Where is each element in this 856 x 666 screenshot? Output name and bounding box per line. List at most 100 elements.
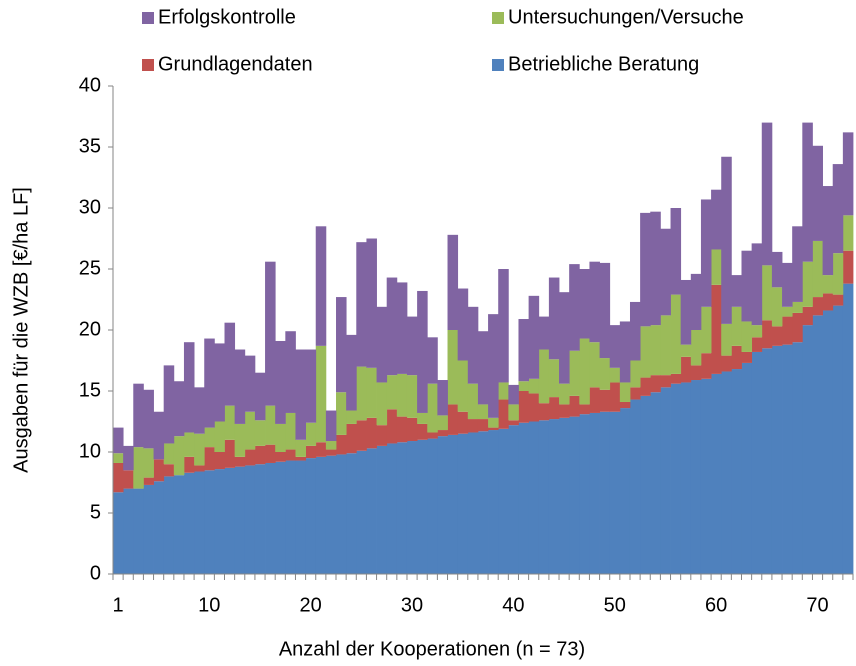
- bar-segment: [457, 411, 469, 434]
- bar-segment: [761, 320, 773, 349]
- bar-segment: [123, 488, 134, 574]
- bar-segment: [133, 447, 144, 489]
- bar-segment: [467, 432, 479, 574]
- bar-segment: [548, 419, 560, 574]
- bar-segment: [700, 199, 712, 307]
- bar-segment: [447, 434, 459, 574]
- bar-segment: [589, 412, 600, 574]
- bar-segment: [731, 275, 742, 307]
- bar-segment: [295, 456, 307, 461]
- bar-segment: [376, 425, 388, 446]
- bar-segment: [670, 208, 682, 295]
- bar-segment: [680, 356, 692, 383]
- bar-segment: [640, 212, 651, 327]
- bar-segment: [802, 306, 813, 326]
- bar-segment: [508, 425, 519, 574]
- bar-segment: [113, 427, 124, 454]
- bar-segment: [325, 410, 337, 442]
- x-tick-label: 40: [502, 594, 524, 616]
- bar-segment: [660, 228, 671, 316]
- bar-segment: [376, 382, 388, 426]
- bar-segment: [396, 373, 408, 417]
- bar-segment: [275, 423, 286, 452]
- bar-segment: [295, 349, 307, 440]
- bar-segment: [832, 253, 844, 295]
- bar-segment: [194, 433, 205, 466]
- bar-segment: [599, 358, 611, 390]
- bar-segment: [538, 403, 550, 421]
- x-tick-label: 60: [705, 594, 727, 616]
- bar-segment: [721, 371, 732, 574]
- bar-segment: [143, 389, 154, 449]
- y-tick-label: 20: [79, 318, 101, 340]
- bar-segment: [589, 387, 600, 413]
- bar-segment: [457, 288, 469, 361]
- bar-segment: [842, 283, 854, 574]
- bar-segment: [559, 417, 570, 574]
- bar-segment: [822, 275, 834, 294]
- bar-segment: [133, 383, 144, 448]
- bar-segment: [376, 445, 388, 574]
- bar-segment: [690, 365, 702, 381]
- bar-segment: [741, 351, 753, 363]
- x-tick-label: 10: [198, 594, 220, 616]
- bar-segment: [538, 349, 550, 404]
- bar-segment: [842, 132, 854, 216]
- bar-segment: [771, 287, 783, 327]
- bar-segment: [427, 383, 438, 433]
- bar-segment: [153, 459, 165, 482]
- bar-segment: [204, 447, 215, 471]
- x-axis-label: Anzahl der Kooperationen (n = 73): [279, 638, 585, 660]
- bar-segment: [336, 392, 347, 435]
- bar-segment: [569, 395, 580, 417]
- bar-segment: [386, 443, 398, 574]
- bar-segment: [690, 273, 702, 330]
- legend-label: Grundlagendaten: [158, 53, 313, 75]
- bar-segment: [548, 397, 560, 420]
- bar-segment: [640, 326, 651, 378]
- bar-segment: [183, 456, 195, 473]
- bar-segment: [751, 243, 763, 326]
- bar-segment: [528, 393, 540, 422]
- bar-segment: [751, 337, 763, 352]
- bar-segment: [477, 419, 489, 432]
- bar-segment: [275, 452, 286, 462]
- bar-segment: [315, 345, 327, 443]
- y-axis-label: Ausgaben für die WZB [€/ha LF]: [10, 187, 32, 473]
- bar-segment: [812, 145, 823, 241]
- bar-segment: [660, 387, 671, 574]
- bar-segment: [559, 292, 570, 384]
- bar-segment: [457, 360, 469, 412]
- bar-segment: [376, 306, 388, 383]
- bar-segment: [690, 330, 702, 366]
- bar-segment: [113, 453, 124, 463]
- bar-segment: [782, 344, 793, 574]
- bar-segment: [488, 314, 499, 418]
- bar-segment: [579, 404, 590, 415]
- bar-segment: [761, 122, 773, 266]
- bar-segment: [336, 297, 347, 393]
- bar-segment: [579, 338, 590, 405]
- bar-segment: [417, 290, 428, 413]
- bar-segment: [163, 443, 175, 465]
- bar-segment: [143, 477, 154, 485]
- bar-segment: [346, 423, 357, 454]
- bar-segment: [254, 420, 266, 446]
- bar-segment: [447, 234, 459, 330]
- bar-segment: [265, 462, 276, 574]
- bar-segment: [670, 383, 682, 574]
- bar-segment: [680, 382, 692, 574]
- bar-segment: [792, 226, 803, 302]
- bar-segment: [477, 404, 489, 420]
- legend-label: Untersuchungen/Versuche: [508, 6, 744, 28]
- bar-segment: [569, 416, 580, 574]
- x-tick-label: 50: [604, 594, 626, 616]
- bar-segment: [183, 432, 195, 457]
- bar-segment: [761, 265, 773, 321]
- bar-segment: [417, 412, 428, 424]
- bar-segment: [650, 211, 661, 326]
- bar-segment: [700, 353, 712, 379]
- bar-segment: [356, 242, 367, 367]
- legend-swatch: [492, 59, 504, 71]
